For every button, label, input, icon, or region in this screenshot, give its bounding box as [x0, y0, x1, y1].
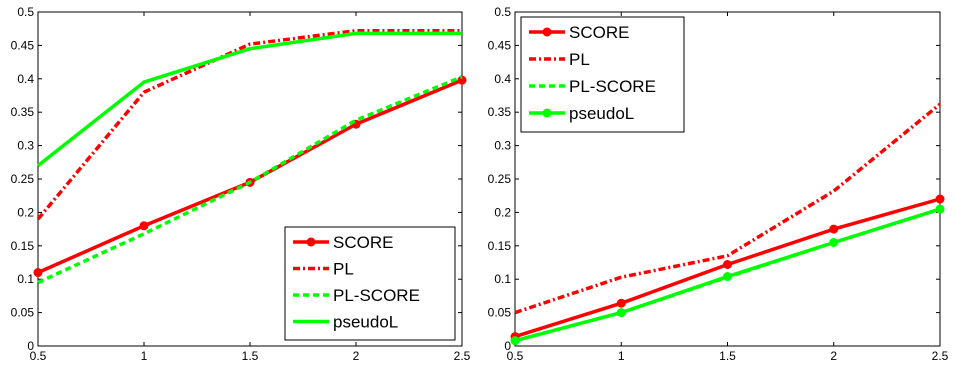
y-tick-label: 0.1 [17, 272, 34, 286]
y-tick-label: 0.15 [488, 239, 512, 253]
series-line-pseudol [36, 31, 462, 167]
y-tick-label: 0.3 [17, 139, 34, 153]
series-line-pl [514, 102, 942, 315]
series-line-pl [36, 28, 462, 221]
data-point-score [723, 260, 732, 270]
y-tick-label: 0.3 [494, 139, 511, 153]
y-tick-label: 0.05 [488, 306, 512, 320]
x-tick-label: 1 [618, 349, 625, 363]
x-tick-label: 1 [141, 349, 148, 363]
legend-marker [542, 108, 552, 118]
y-tick-label: 0 [27, 339, 34, 353]
legend-label: pseudoL [569, 104, 634, 123]
y-tick-label: 0.4 [494, 72, 511, 86]
legend-label: SCORE [569, 23, 629, 42]
x-tick-label: 0.5 [30, 349, 47, 363]
legend-label: pseudoL [333, 313, 398, 332]
data-point-score [829, 224, 839, 234]
y-tick-label: 0.25 [11, 172, 35, 186]
x-tick-label: 2.5 [454, 349, 471, 363]
x-tick-label: 1.5 [719, 349, 736, 363]
legend-label: PL-SCORE [333, 286, 420, 305]
data-point-score [139, 221, 149, 231]
data-point-pseudol [616, 308, 626, 318]
y-tick-label: 0.1 [494, 272, 511, 286]
data-point-pseudol [723, 272, 732, 282]
legend-marker [542, 27, 552, 37]
x-tick-label: 0.5 [507, 349, 524, 363]
chart-left: 0 0.05 0.1 0.15 0.2 0.25 0.3 0.35 0.4 0.45 0.5 0.5 1… [11, 5, 471, 363]
y-tick-label: 0.15 [11, 239, 35, 253]
legend-marker [306, 237, 316, 247]
legend-label: SCORE [333, 233, 393, 252]
data-point-pseudol [510, 336, 520, 346]
y-tick-label: 0.5 [17, 5, 34, 19]
x-tick-label: 1.5 [242, 349, 259, 363]
x-tick-label: 2 [830, 349, 837, 363]
y-tick-label: 0.45 [11, 38, 35, 52]
chart-right: 0 0.05 0.1 0.15 0.2 0.25 0.3 0.35 0.4 0.45 0.5 0.5 1… [488, 5, 949, 363]
x-tick-label: 2 [353, 349, 360, 363]
data-point-pseudol [935, 204, 945, 214]
y-tick-label: 0.05 [11, 306, 35, 320]
legend-label: PL [569, 50, 590, 69]
y-tick-label: 0.5 [494, 5, 511, 19]
data-point-score [457, 75, 467, 85]
y-tick-label: 0 [504, 339, 511, 353]
y-tick-label: 0.25 [488, 172, 512, 186]
legend: SCORE PL PL-SCORE pseudoL [520, 16, 685, 133]
y-tick-label: 0.2 [17, 205, 34, 219]
legend-label: PL [333, 260, 354, 279]
y-tick-label: 0.35 [11, 105, 35, 119]
legend-label: PL-SCORE [569, 77, 656, 96]
y-tick-label: 0.45 [488, 38, 512, 52]
legend: SCORE PL PL-SCORE pseudoL [284, 226, 456, 341]
data-point-pseudol [829, 237, 839, 247]
x-tick-label: 2.5 [932, 349, 949, 363]
series-line-pl-score [37, 75, 463, 285]
data-point-score [616, 298, 626, 308]
y-tick-label: 0.4 [17, 72, 34, 86]
data-point-score [935, 194, 945, 204]
y-tick-label: 0.2 [494, 205, 511, 219]
data-point-score [33, 268, 43, 278]
y-tick-label: 0.35 [488, 105, 512, 119]
